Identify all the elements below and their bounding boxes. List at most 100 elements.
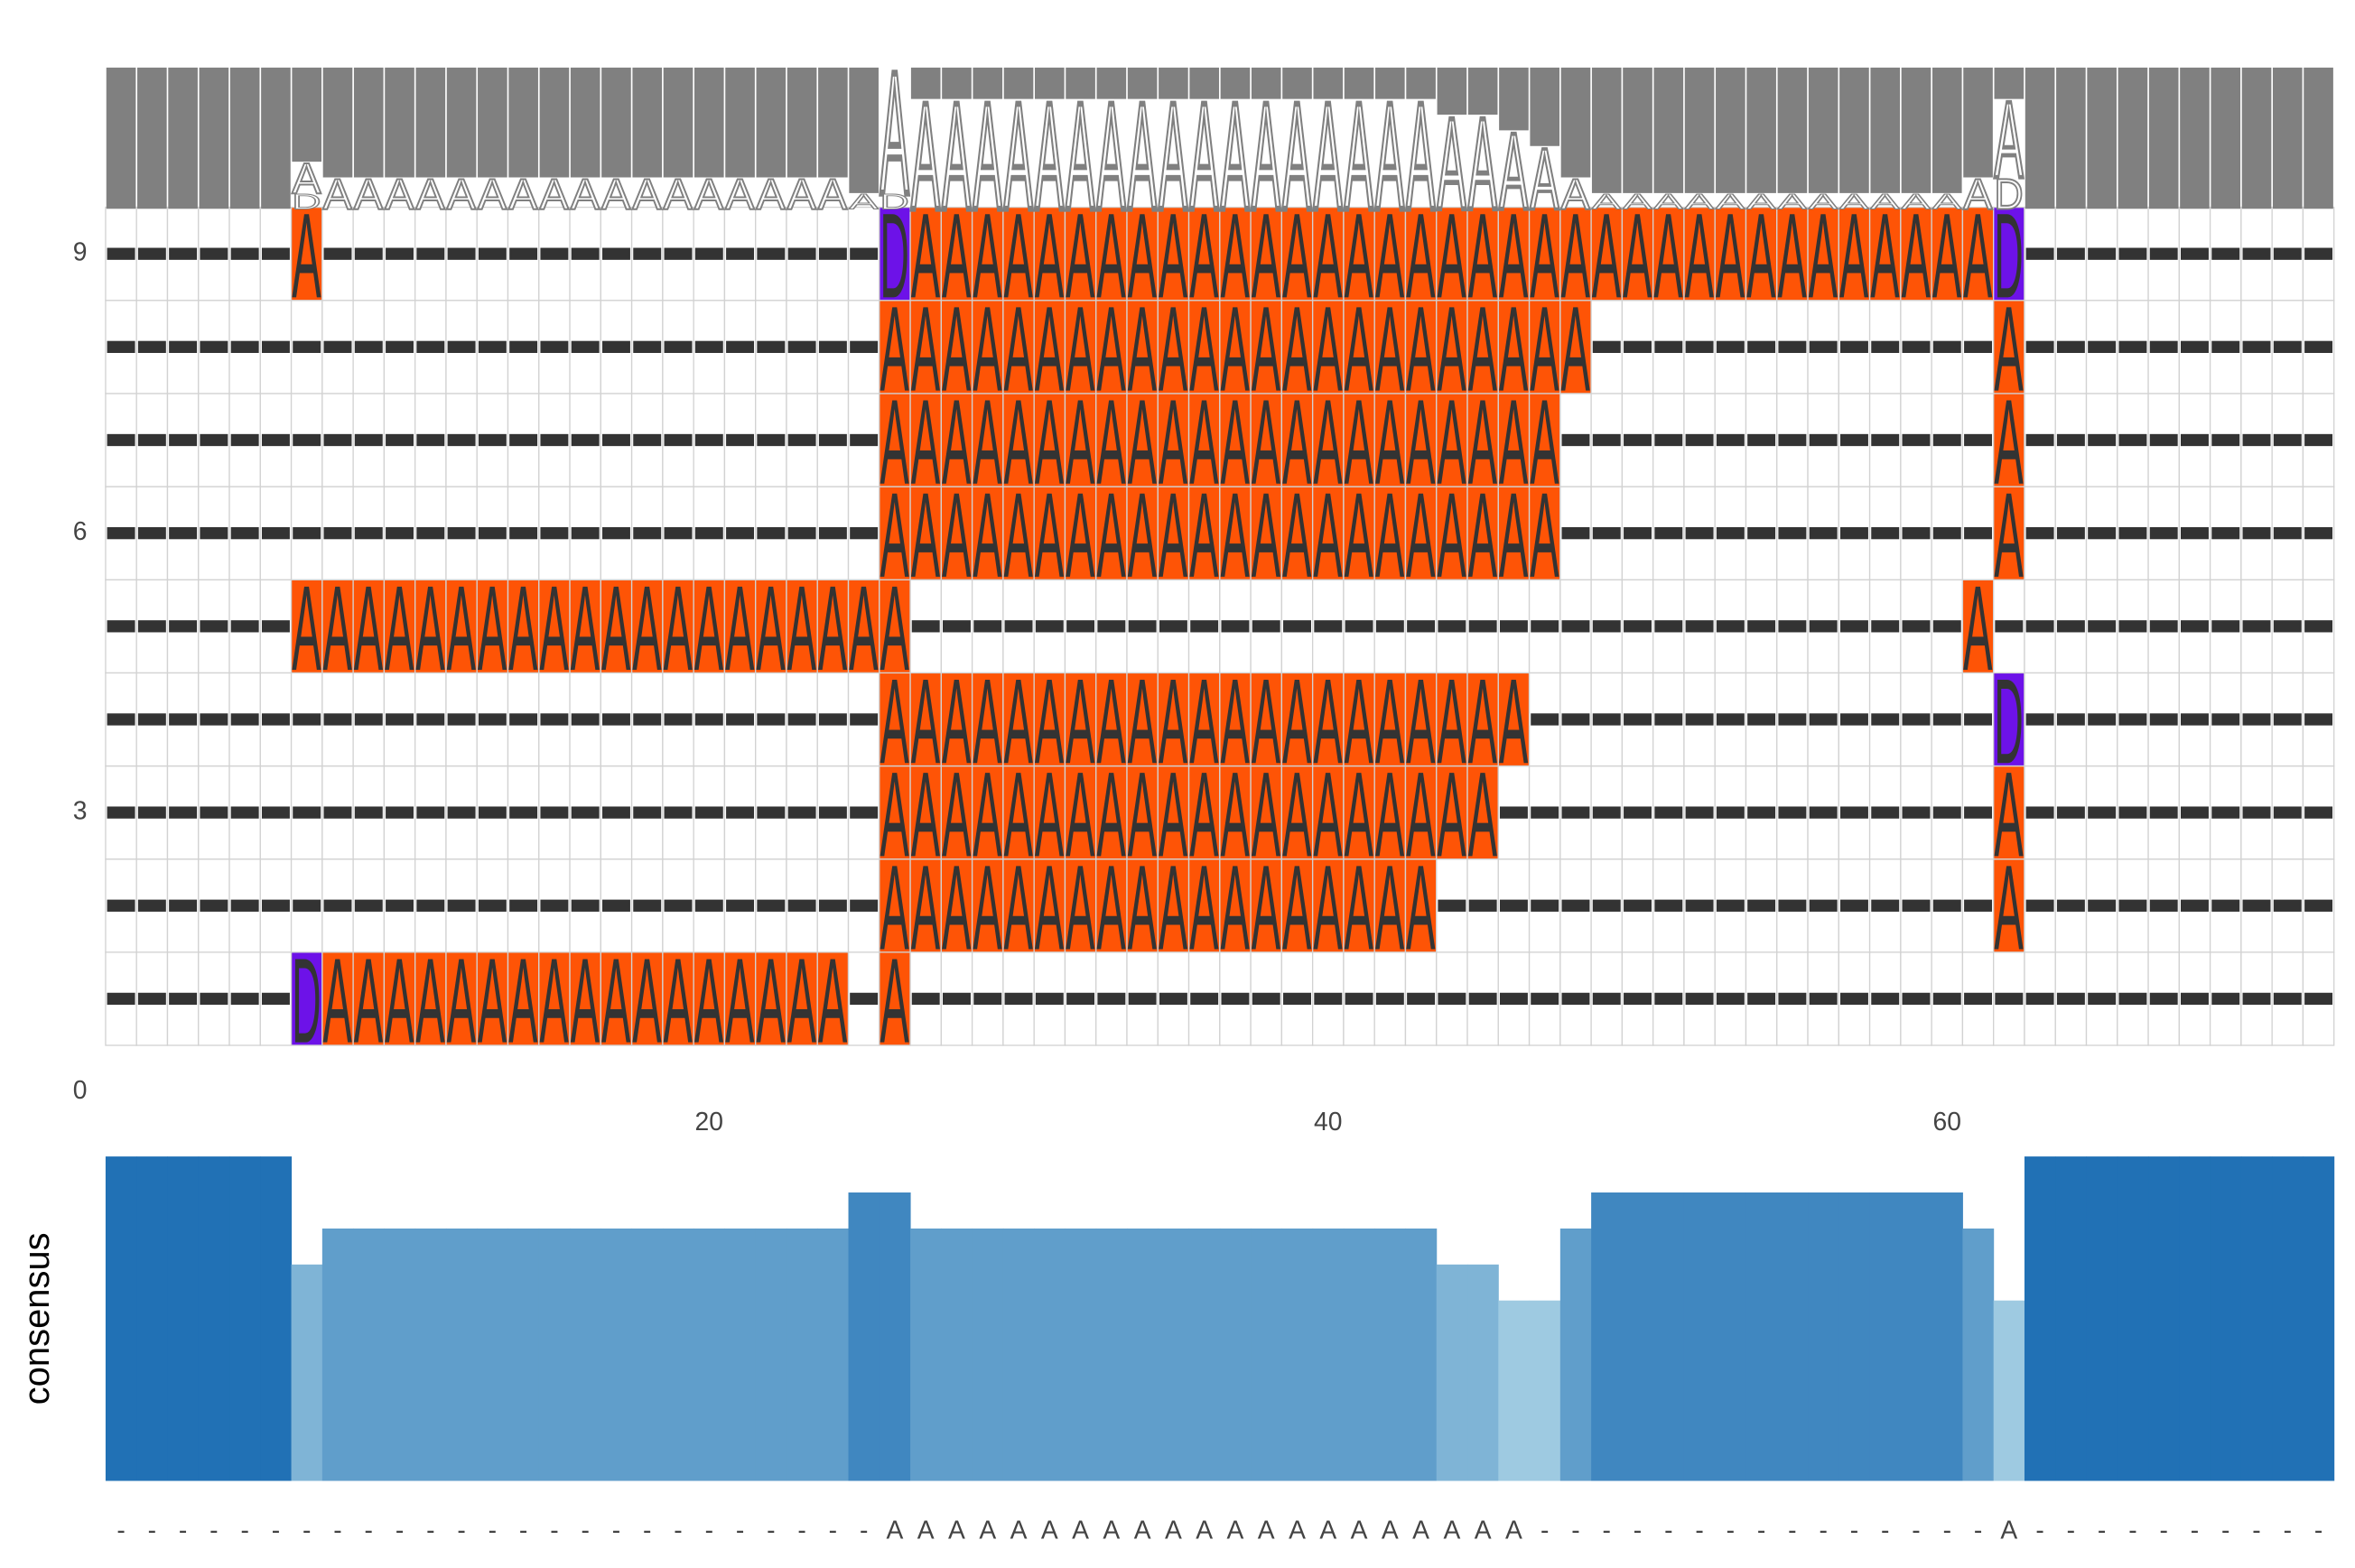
letter: A: [725, 934, 755, 1069]
gap-dash: [261, 433, 290, 447]
gap-dash: [943, 620, 971, 633]
gap-dash: [1345, 992, 1373, 1006]
letter: A: [1128, 71, 1157, 242]
cell: [1838, 206, 1871, 302]
cell: [1343, 672, 1375, 767]
gap-dash: [2304, 620, 2333, 633]
consensus-char: -: [1541, 1516, 1549, 1545]
cell: [879, 393, 911, 487]
letter: A: [756, 171, 786, 219]
logo-gap: [1931, 67, 1962, 193]
letter: A: [1746, 190, 1776, 214]
gap-dash: [1871, 806, 1900, 819]
consensus-bar: [570, 1228, 601, 1481]
letter: A: [911, 841, 941, 976]
consensus-bar: [600, 1228, 633, 1481]
letter: A: [1252, 748, 1281, 883]
cell: [1528, 486, 1561, 580]
letter: A: [1159, 71, 1187, 242]
cell: [971, 858, 1004, 953]
cell: [1652, 206, 1685, 302]
letter: A: [478, 562, 507, 697]
letter: A: [756, 934, 786, 1069]
letter: A: [725, 562, 755, 697]
gap-dash: [1964, 992, 1993, 1006]
gap-dash: [1685, 340, 1714, 353]
gap-dash: [818, 340, 847, 353]
gap-dash: [1499, 992, 1528, 1006]
gap-dash: [230, 806, 259, 819]
consensus-bar: [1158, 1228, 1190, 1481]
gap-dash: [2025, 620, 2054, 633]
consensus-bar: [1838, 1192, 1871, 1481]
gap-dash: [911, 992, 940, 1006]
cell: [1373, 393, 1407, 487]
logo-gap: [2272, 67, 2303, 209]
logo-gap: [1189, 67, 1219, 99]
gap-dash: [1592, 620, 1621, 633]
gap-dash: [1747, 620, 1776, 633]
letter: A: [1066, 190, 1095, 324]
cell: [879, 300, 911, 394]
gap-dash: [230, 340, 259, 353]
gap-dash: [1809, 899, 1838, 912]
consensus-char: -: [1603, 1516, 1611, 1545]
gap-dash: [694, 526, 723, 540]
gap-dash: [2149, 433, 2178, 447]
letter: D: [880, 190, 908, 214]
gap-dash: [1654, 340, 1683, 353]
logo-gap: [570, 67, 600, 178]
gap-dash: [230, 620, 259, 633]
consensus-bar: [1715, 1192, 1746, 1481]
letter: A: [1375, 469, 1405, 603]
gap-dash: [386, 713, 414, 726]
cell: [1002, 393, 1035, 487]
gap-dash: [1778, 526, 1807, 540]
logo-gap: [1220, 67, 1251, 99]
cell: [662, 579, 694, 674]
cell: [1280, 300, 1314, 394]
letter: A: [787, 171, 817, 219]
letter: A: [911, 376, 941, 510]
logo-gap: [168, 67, 198, 209]
gap-dash: [200, 620, 228, 633]
letter: A: [1375, 71, 1404, 242]
gap-dash: [2273, 806, 2302, 819]
letter: A: [880, 655, 909, 790]
consensus-bar: [1251, 1228, 1282, 1481]
gap-dash: [2273, 340, 2302, 353]
letter: A: [1561, 283, 1591, 417]
gap-dash: [1685, 526, 1714, 540]
gap-dash: [2273, 992, 2302, 1006]
cell: [940, 206, 973, 302]
gap-dash: [2211, 713, 2240, 726]
gap-dash: [478, 247, 507, 260]
letter: A: [323, 562, 353, 697]
gap-dash: [137, 526, 166, 540]
cell: [1064, 393, 1097, 487]
gap-dash: [1592, 992, 1621, 1006]
gap-dash: [1097, 620, 1126, 633]
gap-dash: [726, 526, 755, 540]
gap-dash: [200, 899, 228, 912]
letter: A: [1963, 190, 1993, 324]
cell: [1095, 858, 1128, 953]
gap-dash: [1592, 713, 1621, 726]
y-tick-label: 6: [73, 516, 88, 545]
cell: [1466, 206, 1499, 302]
letter: A: [1437, 190, 1466, 324]
letter: D: [880, 190, 908, 324]
gap-dash: [1345, 620, 1373, 633]
letter: A: [1499, 283, 1529, 417]
letter: A: [1128, 655, 1158, 790]
gap-dash: [973, 992, 1002, 1006]
letter: A: [1406, 283, 1436, 417]
gap-dash: [509, 526, 538, 540]
gap-dash: [2242, 806, 2271, 819]
letter: A: [1623, 190, 1652, 214]
letter: A: [1345, 841, 1374, 976]
consensus-char: -: [612, 1516, 620, 1545]
letter: A: [1004, 655, 1034, 790]
letter: A: [1066, 376, 1095, 510]
cell: [940, 765, 973, 860]
